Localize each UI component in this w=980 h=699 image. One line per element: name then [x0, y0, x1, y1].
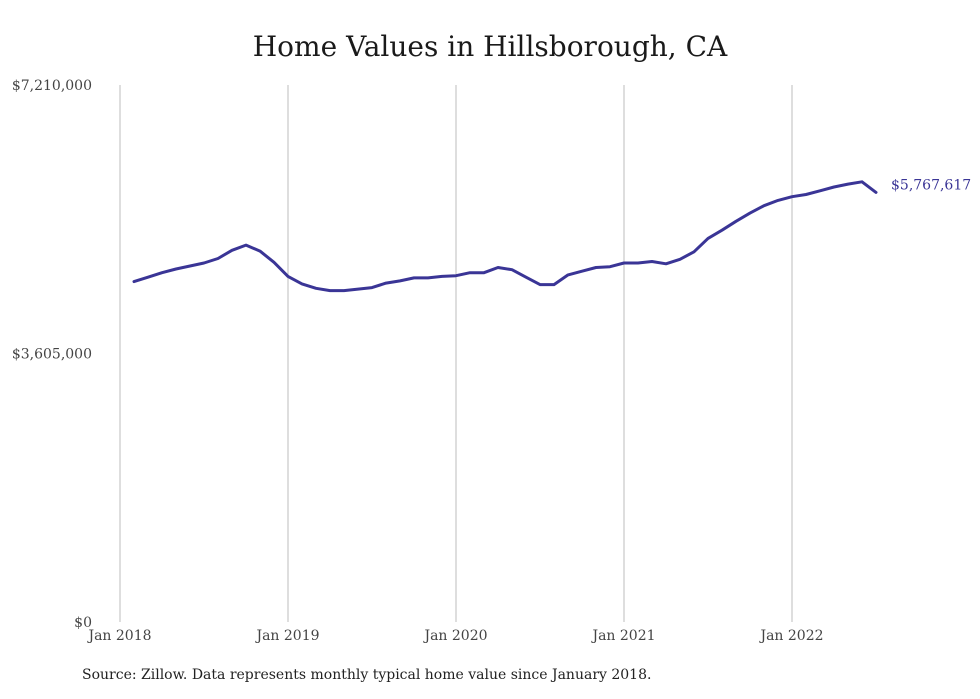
y-tick-label: $3,605,000 — [12, 347, 92, 363]
series-line — [132, 180, 878, 293]
end-value-label-group: $5,767,617 — [891, 177, 971, 193]
chart-title: Home Values in Hillsborough, CA — [252, 30, 728, 63]
y-tick-label: $7,210,000 — [12, 78, 92, 94]
x-tick-label: Jan 2020 — [422, 628, 487, 644]
end-value-label: $5,767,617 — [891, 177, 971, 193]
y-axis-ticks: $0 $3,605,000 $7,210,000 — [12, 78, 92, 631]
x-tick-label: Jan 2022 — [758, 628, 823, 644]
x-tick-label: Jan 2018 — [86, 628, 151, 644]
x-tick-label: Jan 2019 — [254, 628, 319, 644]
source-note: Source: Zillow. Data represents monthly … — [82, 667, 652, 683]
y-tick-label: $0 — [74, 615, 92, 631]
series-home-value — [132, 180, 878, 293]
x-axis-ticks: Jan 2018 Jan 2019 Jan 2020 Jan 2021 Jan 2022 — [86, 628, 823, 644]
gridlines — [119, 85, 793, 622]
x-tick-label: Jan 2021 — [590, 628, 655, 644]
